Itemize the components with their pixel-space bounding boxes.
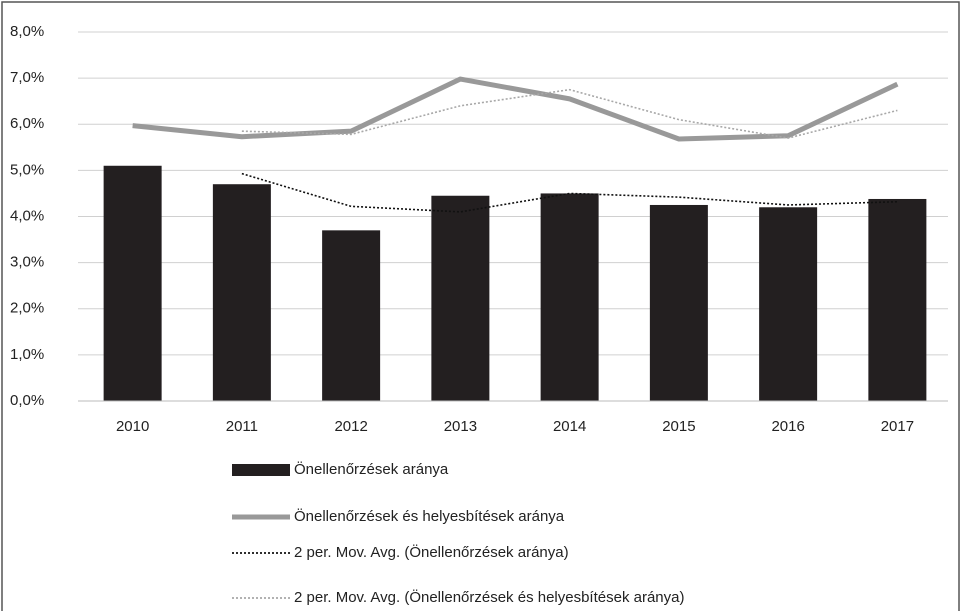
bar	[868, 198, 927, 401]
bar	[431, 195, 490, 401]
bar	[759, 207, 818, 401]
legend-label: 2 per. Mov. Avg. (Önellenőrzések aránya)	[294, 543, 569, 561]
legend-label: 2 per. Mov. Avg. (Önellenőrzések és hely…	[294, 588, 684, 606]
y-tick-label: 3,0%	[10, 254, 44, 271]
y-tick-label: 0,0%	[10, 392, 44, 409]
legend-label: Önellenőrzések aránya	[294, 460, 449, 478]
y-tick-label: 6,0%	[10, 115, 44, 132]
y-tick-label: 2,0%	[10, 300, 44, 317]
y-tick-label: 5,0%	[10, 161, 44, 178]
legend-label: Önellenőrzések és helyesbítések aránya	[294, 507, 565, 525]
series-line	[132, 76, 899, 142]
x-tick-label: 2017	[881, 418, 914, 435]
bar	[649, 204, 708, 401]
y-tick-label: 1,0%	[10, 346, 44, 363]
x-tick-label: 2012	[334, 418, 367, 435]
legend-swatch	[232, 464, 290, 476]
bar	[103, 165, 162, 401]
y-tick-label: 8,0%	[10, 23, 44, 40]
bar	[212, 184, 271, 401]
series-line	[241, 172, 898, 213]
x-tick-label: 2016	[771, 418, 804, 435]
x-tick-label: 2013	[444, 418, 477, 435]
x-tick-label: 2011	[226, 418, 258, 435]
x-tick-label: 2015	[662, 418, 695, 435]
x-tick-label: 2014	[553, 418, 586, 435]
y-tick-label: 7,0%	[10, 69, 44, 86]
series-line	[241, 88, 898, 139]
bar	[322, 230, 381, 401]
x-tick-label: 2010	[116, 418, 149, 435]
y-tick-label: 4,0%	[10, 207, 44, 224]
bar	[540, 193, 599, 401]
